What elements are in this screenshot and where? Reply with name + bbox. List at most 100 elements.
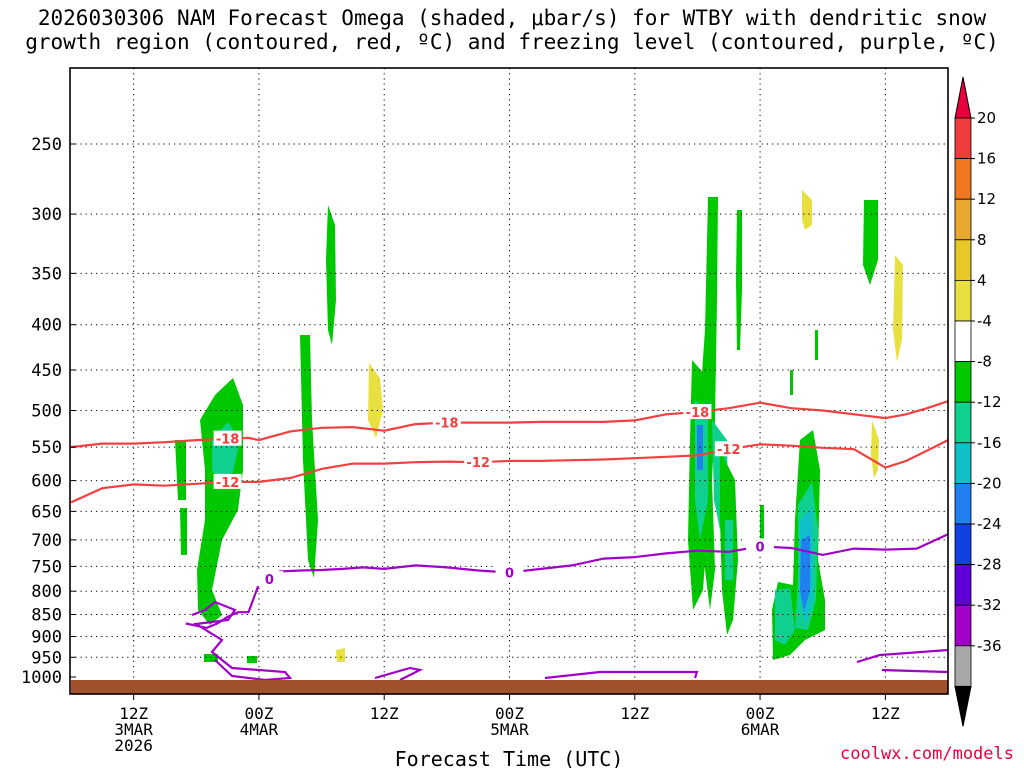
y-tick-label: 450 bbox=[31, 361, 62, 381]
contour-lines: -18 -18 -18 -12 -12 -12 0 0 0 bbox=[70, 400, 949, 682]
y-axis: 2503003504004505005506006507007508008509… bbox=[21, 135, 76, 688]
omega-region bbox=[204, 654, 218, 662]
colorbar-bin bbox=[954, 645, 972, 687]
contour-line bbox=[191, 600, 293, 682]
contour-label-bg bbox=[213, 430, 242, 446]
x-tick-label: 00Z bbox=[244, 704, 273, 723]
y-tick-label: 700 bbox=[31, 531, 62, 551]
x-tick-label: 00Z bbox=[495, 704, 524, 723]
contour-label: -18 bbox=[435, 417, 459, 432]
colorbar-label: 4 bbox=[977, 271, 987, 289]
colorbar-bin bbox=[954, 442, 972, 484]
chart-title: 2026030306 NAM Forecast Omega (shaded, μ… bbox=[0, 6, 1024, 54]
omega-region bbox=[893, 255, 903, 362]
credit-link[interactable]: coolwx.com/models bbox=[840, 744, 1014, 764]
omega-region bbox=[197, 378, 243, 625]
colorbar-bin bbox=[954, 604, 972, 647]
colorbar-label: -12 bbox=[977, 393, 1002, 411]
contour-label-bg bbox=[683, 404, 712, 420]
contour-label: -18 bbox=[216, 433, 240, 448]
contour-label-bg bbox=[464, 454, 493, 470]
omega-region bbox=[815, 330, 818, 360]
omega-region bbox=[180, 508, 187, 555]
contour-line bbox=[374, 648, 949, 681]
colorbar-label: -20 bbox=[977, 474, 1002, 492]
colorbar-bin bbox=[954, 320, 972, 362]
contour-label: -12 bbox=[216, 476, 240, 491]
y-tick-label: 750 bbox=[31, 557, 62, 577]
omega-region bbox=[336, 648, 345, 662]
colorbar-bottom-arrow bbox=[954, 685, 972, 727]
colorbar-label: -4 bbox=[977, 312, 992, 330]
contour-label: 0 bbox=[505, 566, 514, 581]
colorbar-bin bbox=[954, 523, 972, 565]
contour-label: 0 bbox=[756, 540, 765, 555]
colorbar-bin bbox=[954, 401, 972, 444]
x-tick-label: 12Z bbox=[370, 704, 399, 723]
x-tick-label: 00Z bbox=[746, 704, 775, 723]
colorbar-label: -16 bbox=[977, 434, 1002, 452]
y-tick-label: 850 bbox=[31, 606, 62, 626]
y-tick-label: 250 bbox=[31, 135, 62, 155]
y-tick-label: 550 bbox=[31, 438, 62, 458]
contour-label-bg bbox=[213, 473, 242, 489]
y-tick-label: 950 bbox=[31, 648, 62, 668]
colorbar-bin bbox=[954, 198, 972, 241]
ground-surface bbox=[71, 680, 948, 694]
omega-region bbox=[802, 190, 812, 230]
colorbar-label: 16 bbox=[977, 150, 996, 168]
x-tick-label: 12Z bbox=[871, 704, 900, 723]
omega-region bbox=[725, 520, 733, 580]
omega-region bbox=[790, 370, 793, 395]
colorbar-top-arrow bbox=[954, 76, 972, 119]
y-tick-label: 500 bbox=[31, 402, 62, 422]
contour-label: -12 bbox=[466, 456, 490, 471]
contour-label-bg bbox=[255, 570, 284, 586]
contour-line bbox=[185, 533, 949, 630]
x-tick-label: 3MAR bbox=[114, 720, 153, 739]
y-tick-label: 300 bbox=[31, 205, 62, 225]
y-tick-label: 900 bbox=[31, 627, 62, 647]
omega-region bbox=[775, 588, 795, 645]
omega-region bbox=[300, 335, 318, 578]
contour-label: 0 bbox=[265, 573, 274, 588]
omega-region bbox=[863, 200, 878, 285]
x-tick-label: 12Z bbox=[119, 704, 148, 723]
colorbar: 20 16 12 8 4 -4 -8 -12 -16 -20 -24 -28 -32 -36 bbox=[954, 76, 1002, 727]
plot-frame bbox=[69, 67, 949, 695]
colorbar-label: -36 bbox=[977, 637, 1002, 655]
colorbar-bin bbox=[954, 239, 972, 281]
colorbar-label: -24 bbox=[977, 515, 1002, 533]
omega-shading bbox=[175, 190, 903, 663]
contour-label-bg bbox=[495, 564, 524, 580]
x-axis-label: Forecast Time (UTC) bbox=[395, 747, 624, 768]
omega-region bbox=[247, 656, 257, 663]
y-tick-label: 600 bbox=[31, 472, 62, 492]
y-tick-label: 400 bbox=[31, 316, 62, 336]
y-tick-label: 350 bbox=[31, 264, 62, 284]
contour-label: -18 bbox=[686, 406, 710, 421]
omega-region bbox=[800, 535, 810, 612]
title-line-2: growth region (contoured, red, ºC) and f… bbox=[25, 30, 999, 54]
omega-region bbox=[760, 505, 764, 540]
contour-label: -12 bbox=[717, 443, 741, 458]
y-tick-label: 650 bbox=[31, 502, 62, 522]
omega-region bbox=[175, 440, 186, 500]
x-tick-label: 6MAR bbox=[741, 720, 780, 739]
colorbar-bin bbox=[954, 117, 972, 159]
x-tick-label: 12Z bbox=[620, 704, 649, 723]
colorbar-label: 12 bbox=[977, 190, 996, 208]
x-tick-label: 2026 bbox=[114, 736, 153, 755]
omega-region bbox=[326, 205, 336, 345]
y-tick-label: 800 bbox=[31, 582, 62, 602]
x-tick-label: 5MAR bbox=[490, 720, 529, 739]
colorbar-bin bbox=[954, 482, 972, 525]
colorbar-label: 20 bbox=[977, 109, 996, 127]
contour-label-bg bbox=[714, 441, 743, 457]
contour-label-bg bbox=[746, 538, 775, 554]
colorbar-label: -32 bbox=[977, 596, 1002, 614]
colorbar-bin bbox=[954, 158, 972, 200]
colorbar-label: -28 bbox=[977, 556, 1002, 574]
